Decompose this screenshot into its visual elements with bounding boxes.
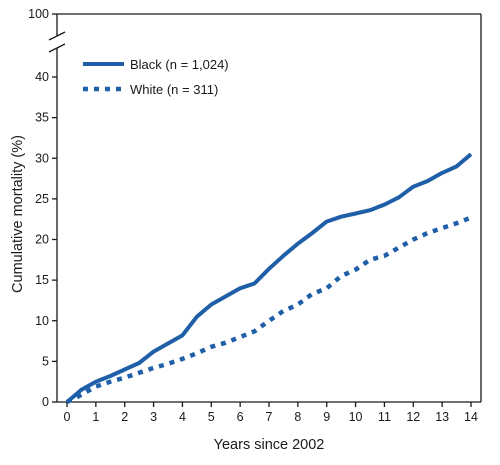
y-tick-label: 20	[35, 233, 49, 247]
legend: Black (n = 1,024) White (n = 311)	[83, 57, 229, 97]
x-axis-title: Years since 2002	[214, 437, 325, 453]
series-layer	[65, 152, 473, 405]
y-tick-label: 40	[35, 70, 49, 84]
series-line-black	[65, 152, 473, 404]
x-tick-label: 5	[208, 410, 215, 424]
y-tick-label: 35	[35, 111, 49, 125]
series-line-white	[66, 215, 472, 405]
y-tick-label: 5	[42, 354, 49, 368]
legend-label: White (n = 311)	[130, 82, 218, 97]
x-tick-label: 9	[323, 410, 330, 424]
x-tick-label: 14	[464, 410, 478, 424]
legend-label: Black (n = 1,024)	[130, 57, 229, 72]
x-tick-label: 10	[349, 410, 363, 424]
y-tick-label: 30	[35, 151, 49, 165]
y-axis-title: Cumulative mortality (%)	[10, 135, 26, 293]
x-tick-label: 3	[150, 410, 157, 424]
y-tick-label: 25	[35, 192, 49, 206]
y-tick-label: 15	[35, 273, 49, 287]
x-tick-label: 4	[179, 410, 186, 424]
x-tick-label: 1	[92, 410, 99, 424]
y-tick-label: 0	[42, 395, 49, 409]
axis-break-mark	[48, 43, 66, 53]
x-tick-label: 0	[64, 410, 71, 424]
x-tick-label: 8	[294, 410, 301, 424]
y-tick-label: 100	[28, 7, 49, 21]
x-tick-label: 6	[237, 410, 244, 424]
x-tick-label: 2	[121, 410, 128, 424]
x-tick-label: 12	[406, 410, 420, 424]
x-tick-label: 7	[266, 410, 273, 424]
axis-break-mark	[48, 31, 66, 41]
x-tick-label: 13	[435, 410, 449, 424]
x-tick-label: 11	[378, 410, 391, 424]
y-tick-label: 10	[35, 314, 49, 328]
